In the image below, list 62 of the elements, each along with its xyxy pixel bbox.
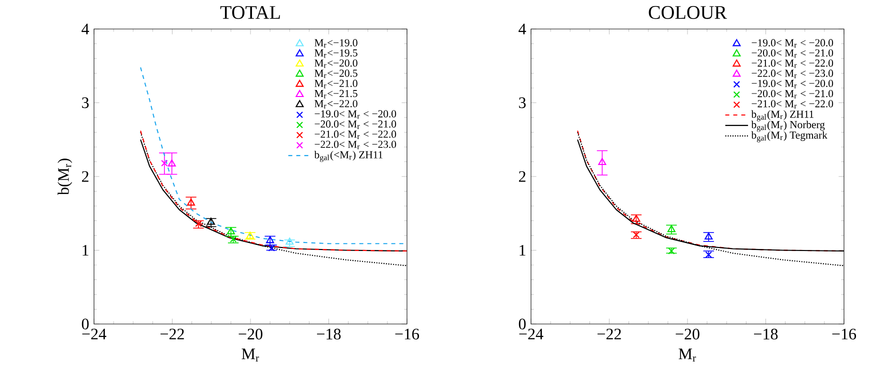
x-tick-label: −18 [317,328,341,340]
x-axis-title: M$_{r}$ [678,348,696,362]
y-axis-title: b(M$_{r}$) [58,158,72,196]
legend-label: M$_{r}$<−22.0 [314,100,358,108]
point [230,236,237,243]
legend-label: −19.0< M$_{r}$ < −20.0 [752,39,834,48]
point [161,160,168,167]
x-tick-label: −18 [754,328,778,340]
chart-title: TOTAL [220,6,280,19]
legend-label: M$_{r}$<−21.5 [314,90,358,98]
legend-label: −19.0< M$_{r}$ < −20.0 [314,110,396,119]
legend-label: b$_{gal}$(M$_{r}$) ZH11 [751,110,814,122]
point [705,251,712,258]
point [632,214,640,222]
legend-label: −21.0< M$_{r}$ < −22.0 [314,130,396,139]
point [286,238,294,245]
point [226,227,235,234]
legend-label: −19.0< M$_{r}$ < −20.0 [752,80,834,88]
legend-label: −20.0< M$_{r}$ < −21.0 [752,49,834,58]
point [668,248,675,254]
legend-label: −21.0< M$_{r}$ < −22.0 [752,60,834,68]
y-tick-label: 4 [518,24,526,34]
legend-label: b$_{gal}$(M$_{r}$) Tegmark [751,131,828,142]
y-tick-label: 4 [82,24,90,34]
x-axis-title: M$_{r}$ [242,348,259,362]
point [206,218,215,225]
x-tick-label: −16 [395,328,420,340]
x-tick-label: −20 [676,328,700,340]
y-tick-label: 3 [519,97,526,108]
point [187,198,196,206]
legend-label: M$_{r}$<−19.0 [314,39,358,48]
x-tick-label: −20 [238,328,262,340]
point [632,231,640,238]
x-tick-label: −16 [832,328,856,340]
point [268,244,275,252]
x-tick-label: −24 [519,328,544,340]
point [246,232,254,239]
legend-label: M$_{r}$<−19.5 [314,49,358,58]
x-tick-label: −22 [598,328,621,340]
y-tick-label: 3 [82,97,89,108]
point [195,220,202,228]
y-tick-label: 1 [520,244,526,256]
chart-title: COLOUR [648,6,727,19]
legend-label: b$_{gal}$(<M$_{r}$) ZH11 [314,150,382,162]
legend-label: −20.0< M$_{r}$ < −21.0 [314,120,396,129]
legend-label: −21.0< M$_{r}$ < −22.0 [752,100,834,109]
point [168,159,176,166]
point [598,158,606,166]
legend-label: −22.0< M$_{r}$ < −23.0 [314,140,396,150]
y-tick-label: 2 [82,171,88,182]
x-tick-label: −24 [82,328,106,340]
legend-label: M$_{r}$<−20.5 [314,70,358,78]
legend-label: M$_{r}$<−20.0 [314,59,358,68]
y-tick-label: 1 [82,244,88,256]
y-tick-label: 2 [519,171,526,182]
x-tick-label: −22 [160,328,184,340]
legend-label: −22.0< M$_{r}$ < −23.0 [752,70,834,78]
legend-label: M$_{r}$<−21.0 [314,80,358,88]
legend-label: b$_{gal}$(M$_{r}$) Norberg [751,120,825,132]
y-tick-label: 0 [518,318,526,330]
y-tick-label: 0 [82,318,89,330]
legend-label: −20.0< M$_{r}$ < −21.0 [752,90,834,98]
